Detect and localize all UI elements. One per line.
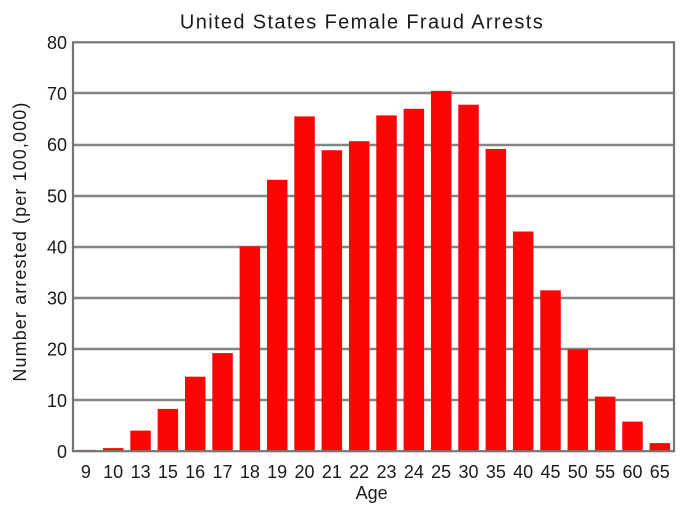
svg-text:15: 15 xyxy=(158,462,178,482)
svg-text:19: 19 xyxy=(267,462,287,482)
svg-text:10: 10 xyxy=(47,391,67,411)
svg-text:20: 20 xyxy=(294,462,314,482)
svg-text:13: 13 xyxy=(131,462,151,482)
svg-text:70: 70 xyxy=(47,84,67,104)
svg-text:22: 22 xyxy=(349,462,369,482)
svg-text:65: 65 xyxy=(650,462,670,482)
svg-text:21: 21 xyxy=(322,462,342,482)
svg-text:0: 0 xyxy=(57,442,67,462)
svg-text:9: 9 xyxy=(81,462,91,482)
svg-text:80: 80 xyxy=(47,33,67,53)
svg-text:60: 60 xyxy=(622,462,642,482)
svg-text:50: 50 xyxy=(47,186,67,206)
svg-text:23: 23 xyxy=(376,462,396,482)
svg-text:40: 40 xyxy=(47,237,67,257)
svg-text:25: 25 xyxy=(431,462,451,482)
svg-text:16: 16 xyxy=(185,462,205,482)
svg-text:20: 20 xyxy=(47,340,67,360)
svg-text:10: 10 xyxy=(103,462,123,482)
svg-text:Age: Age xyxy=(356,483,388,503)
svg-text:United States Female Fraud Arr: United States Female Fraud Arrests xyxy=(180,12,544,34)
svg-text:Number arrested (per 100,000): Number arrested (per 100,000) xyxy=(10,102,30,382)
svg-text:35: 35 xyxy=(486,462,506,482)
svg-text:18: 18 xyxy=(240,462,260,482)
svg-text:30: 30 xyxy=(47,289,67,309)
svg-text:50: 50 xyxy=(568,462,588,482)
svg-text:45: 45 xyxy=(540,462,560,482)
svg-text:17: 17 xyxy=(212,462,232,482)
svg-text:30: 30 xyxy=(458,462,478,482)
svg-text:24: 24 xyxy=(404,462,424,482)
svg-text:40: 40 xyxy=(513,462,533,482)
svg-text:55: 55 xyxy=(595,462,615,482)
svg-text:60: 60 xyxy=(47,135,67,155)
